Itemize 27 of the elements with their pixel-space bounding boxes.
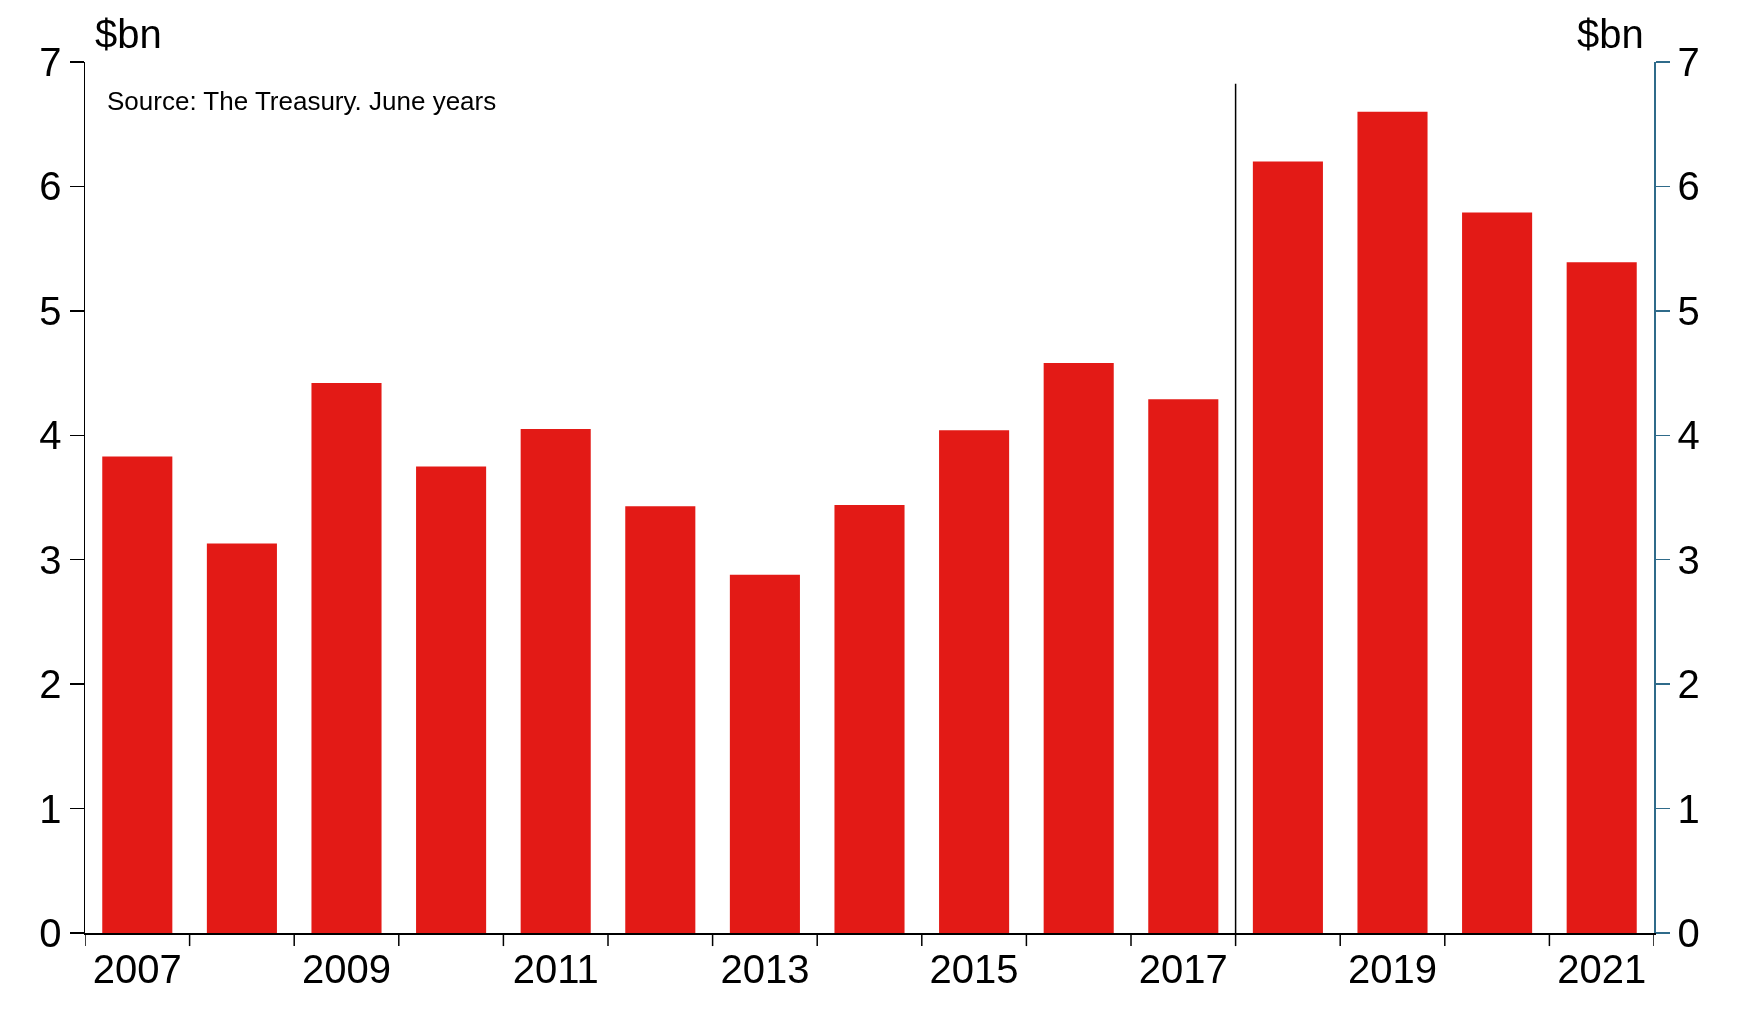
y2-tick-label: 2 xyxy=(1677,662,1700,707)
y-tick-label: 7 xyxy=(39,40,62,84)
x-tick-label: 2011 xyxy=(512,946,599,991)
y-tick-label: 3 xyxy=(39,537,62,582)
x-tick-label: 2017 xyxy=(1138,946,1228,991)
annotation: Source: The Treasury. June years xyxy=(107,86,497,116)
x-tick-label: 2015 xyxy=(929,946,1019,991)
y2-tick-label: 6 xyxy=(1677,164,1700,209)
x-tick-label: 2007 xyxy=(92,946,182,991)
x-tick-label: 2009 xyxy=(302,946,391,991)
y2-tick-label: 4 xyxy=(1677,413,1700,458)
y-tick-label: 2 xyxy=(39,662,62,707)
x-tick-label: 2021 xyxy=(1557,946,1647,991)
y-tick-label: 4 xyxy=(39,413,62,458)
y2-tick-label: 3 xyxy=(1677,537,1700,582)
y2-tick-label: 0 xyxy=(1677,911,1700,955)
y-tick-label: 5 xyxy=(39,288,62,333)
x-tick-label: 2019 xyxy=(1348,946,1437,991)
y2-tick-label: 1 xyxy=(1677,786,1700,831)
y2-axis-title: $bn xyxy=(1577,12,1644,56)
x-tick-label: 2013 xyxy=(720,946,810,991)
y2-tick-label: 7 xyxy=(1677,40,1700,84)
y-tick-label: 1 xyxy=(39,786,62,831)
y2-tick-label: 5 xyxy=(1677,288,1700,333)
y-axis-title: $bn xyxy=(95,12,162,56)
y-tick-label: 6 xyxy=(39,164,62,209)
y-tick-label: 0 xyxy=(39,911,62,955)
